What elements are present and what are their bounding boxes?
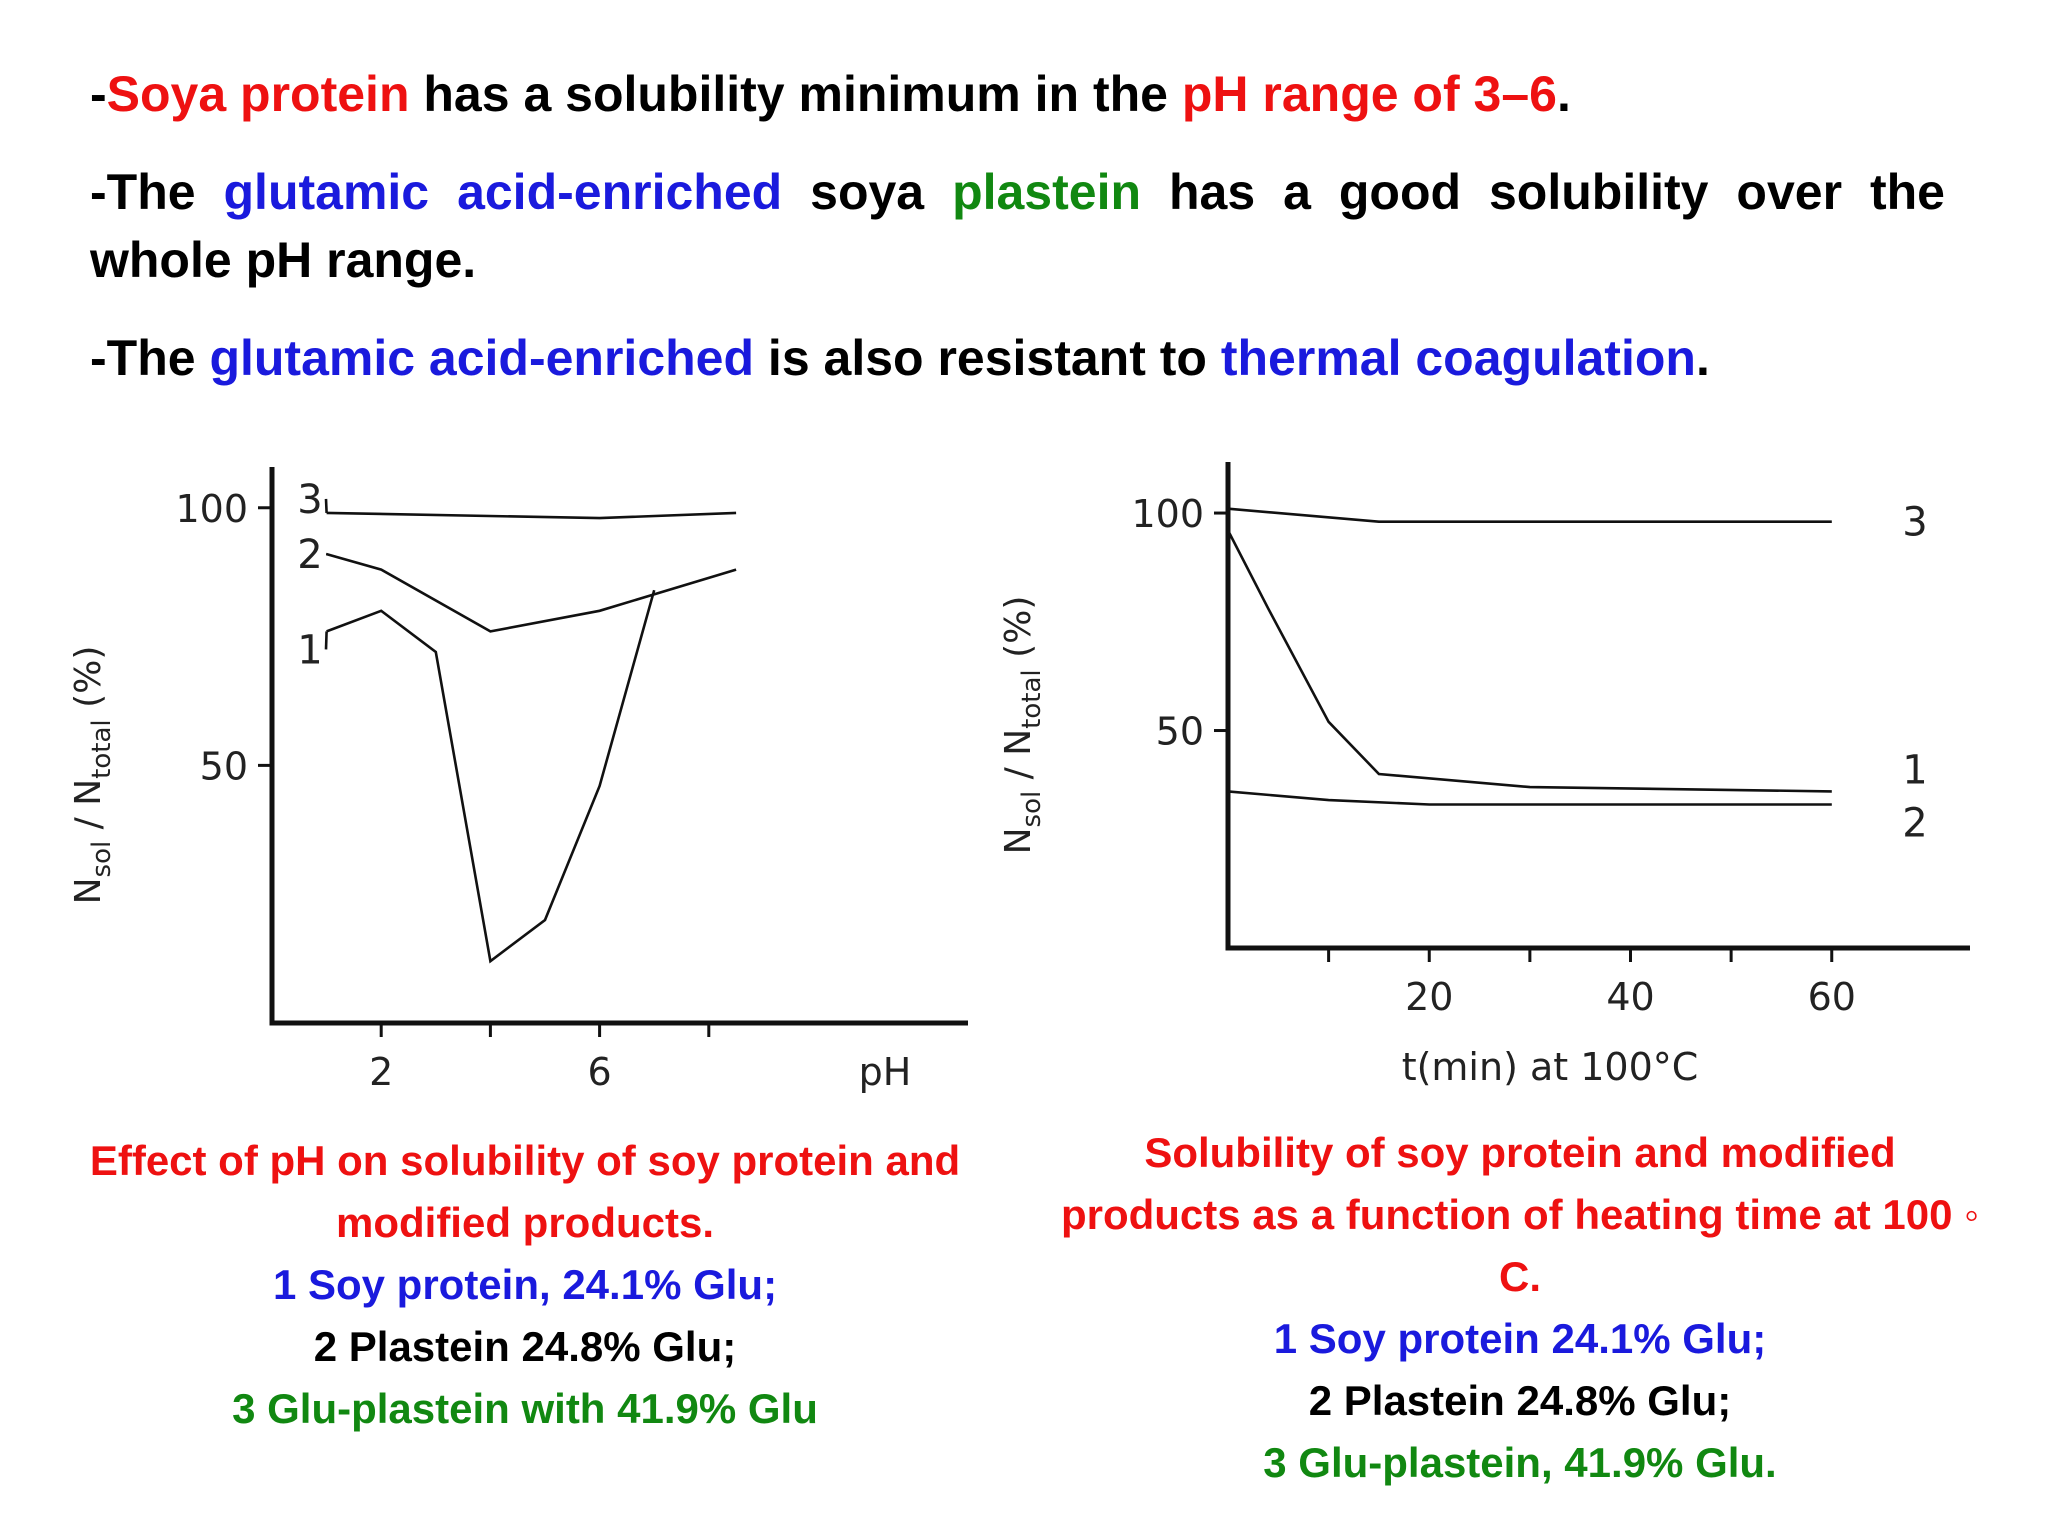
ph-chart-caption: Effect of pH on solubility of soy protei… — [60, 1130, 990, 1440]
bullet-text: -The — [90, 330, 210, 386]
y-axis-label: Nsol / Ntotal (%) — [68, 646, 117, 905]
series-label-1: 1 — [297, 627, 322, 673]
x-axis-label: t(min) at 100°C — [1402, 1045, 1699, 1089]
y-axis-label: Nsol / Ntotal (%) — [998, 596, 1047, 855]
ph-chart-caption-line-1: 1 Soy protein, 24.1% Glu; — [272, 1261, 778, 1308]
y-tick-label: 50 — [200, 744, 248, 788]
highlight-ph-range: pH range of 3–6 — [1181, 66, 1557, 122]
series-leader-1 — [324, 631, 328, 650]
series-line-2 — [1227, 790, 1832, 806]
series-label-2: 2 — [1902, 800, 1927, 846]
highlight-soya-protein: Soya protein — [106, 66, 410, 122]
bullet-text: soya — [782, 164, 953, 220]
bullet-text: has a solubility minimum in the — [409, 66, 1182, 122]
heating-chart-caption-line-1: 1 Soy protein 24.1% Glu; — [1273, 1315, 1767, 1362]
bullet-plastein-solubility: -The glutamic acid-enriched soya plastei… — [90, 158, 1945, 294]
bullet-text: -The — [90, 164, 224, 220]
ph-chart-caption-line-3: 3 Glu-plastein with 41.9% Glu — [232, 1385, 818, 1432]
y-tick-label: 100 — [1131, 492, 1204, 536]
series-leader-3 — [324, 498, 328, 513]
x-tick-label: 2 — [369, 1050, 393, 1094]
series-label-2: 2 — [297, 532, 322, 578]
highlight-glutamic-acid: glutamic acid-enriched — [209, 330, 755, 386]
bullet-text: . — [1695, 330, 1710, 386]
series-line-1 — [326, 589, 656, 964]
heating-chart-caption-line-2: 2 Plastein 24.8% Glu; — [1308, 1377, 1732, 1424]
highlight-thermal-coagulation: thermal coagulation — [1220, 330, 1696, 386]
x-tick-label: 6 — [588, 1050, 612, 1094]
y-tick-label: 50 — [1156, 710, 1204, 754]
heating-chart-caption: Solubility of soy protein and modified p… — [1060, 1122, 1980, 1494]
series-label-3: 3 — [1902, 500, 1927, 546]
highlight-plastein: plastein — [952, 164, 1142, 220]
series-line-2 — [326, 552, 737, 633]
bullet-text: has a good solubility over the whole pH … — [90, 164, 1945, 288]
bullet-thermal-resistance: -The glutamic acid-enriched is also resi… — [90, 324, 1945, 392]
x-axis-label: pH — [859, 1050, 912, 1094]
series-line-3 — [326, 511, 737, 520]
x-tick-label: 60 — [1808, 975, 1856, 1019]
y-tick-label: 100 — [175, 487, 248, 531]
series-line-3 — [1227, 507, 1832, 523]
ph-solubility-chart-panel: 50 100 2 6 pH Nsol / Ntotal (%) 1 2 3 — [40, 445, 980, 1105]
ph-solubility-chart: 50 100 2 6 pH Nsol / Ntotal (%) 1 2 3 — [68, 467, 968, 1094]
highlight-glutamic-acid: glutamic acid-enriched — [223, 164, 783, 220]
heating-chart-caption-line-3: 3 Glu-plastein, 41.9% Glu. — [1263, 1439, 1777, 1486]
bullet-list: -Soya protein has a solubility minimum i… — [90, 60, 1945, 422]
ph-chart-caption-title: Effect of pH on solubility of soy protei… — [89, 1137, 961, 1246]
bullet-text: - — [90, 66, 107, 122]
series-label-1: 1 — [1902, 747, 1927, 793]
x-tick-label: 40 — [1606, 975, 1654, 1019]
bullet-soya-minimum: -Soya protein has a solubility minimum i… — [90, 60, 1945, 128]
series-line-1 — [1226, 529, 1832, 793]
ph-chart-caption-line-2: 2 Plastein 24.8% Glu; — [313, 1323, 737, 1370]
x-tick-label: 20 — [1405, 975, 1453, 1019]
series-label-3: 3 — [297, 477, 322, 523]
bullet-text: . — [1556, 66, 1571, 122]
heating-solubility-chart-panel: 50 100 20 40 60 t(min) at 100°C Nsol / Ntotal … — [980, 440, 1972, 1100]
heating-chart-caption-title: Solubility of soy protein and modified p… — [1060, 1129, 1980, 1300]
bullet-text: is also resistant to — [754, 330, 1221, 386]
heating-solubility-chart: 50 100 20 40 60 t(min) at 100°C Nsol / Ntotal … — [998, 462, 1972, 1089]
